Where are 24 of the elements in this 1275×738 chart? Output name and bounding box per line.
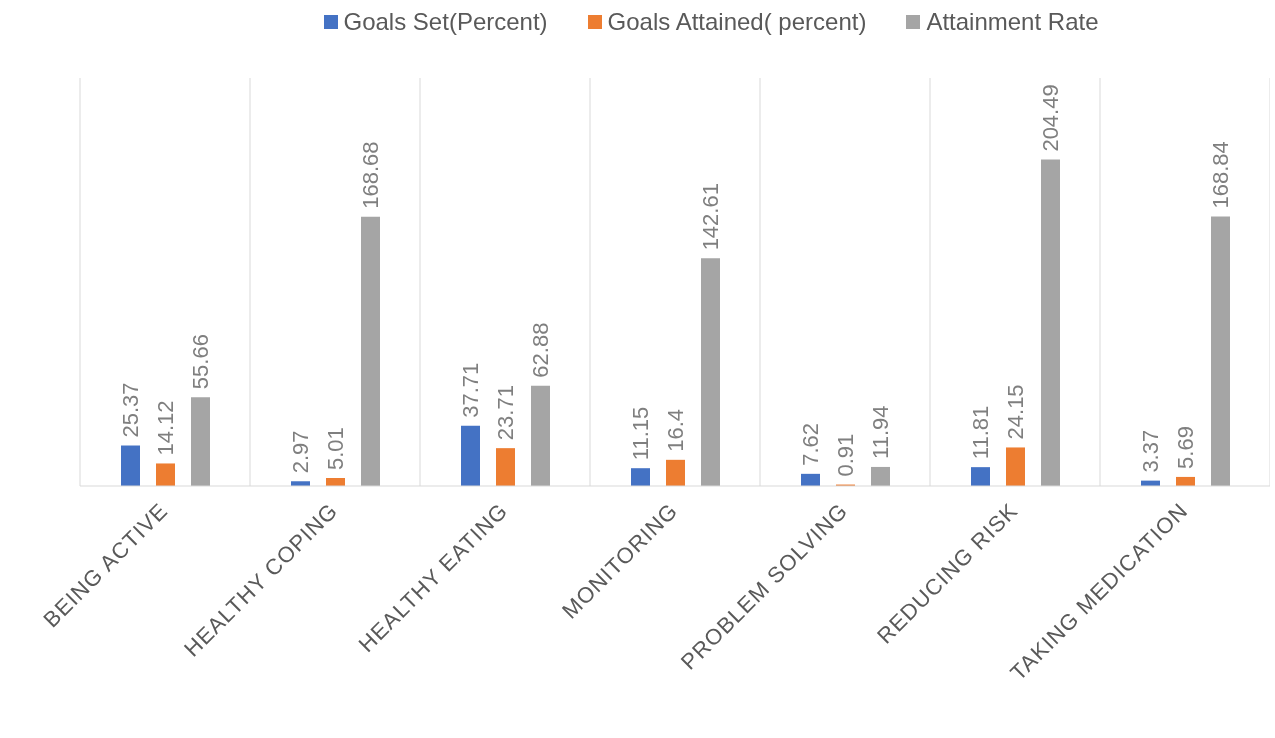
data-label: 0.91 <box>833 433 858 477</box>
legend-label: Goals Set(Percent) <box>342 8 548 36</box>
legend-label: Goals Attained( percent) <box>606 8 867 36</box>
data-label: 2.97 <box>288 430 313 474</box>
data-label: 62.88 <box>528 322 553 378</box>
legend-label: Attainment Rate <box>925 8 1099 36</box>
data-label: 16.4 <box>663 408 688 452</box>
data-label: 7.62 <box>798 423 823 466</box>
data-label: 11.15 <box>628 406 653 461</box>
data-label: 142.61 <box>698 183 723 251</box>
data-label: 55.66 <box>188 334 213 390</box>
data-label: 14.12 <box>153 400 178 456</box>
data-label: 204.49 <box>1038 84 1063 152</box>
data-label: 3.37 <box>1138 429 1163 473</box>
data-label: 23.71 <box>493 385 518 441</box>
data-label: 25.37 <box>118 382 143 438</box>
data-label: 11.94 <box>868 405 893 459</box>
data-label: 11.81 <box>968 405 993 460</box>
data-label: 168.68 <box>358 141 383 209</box>
data-label: 5.01 <box>323 427 348 470</box>
data-label: 37.71 <box>458 362 483 418</box>
data-label: 5.69 <box>1173 426 1198 469</box>
data-label: 24.15 <box>1003 384 1028 440</box>
data-label: 168.84 <box>1208 141 1233 209</box>
